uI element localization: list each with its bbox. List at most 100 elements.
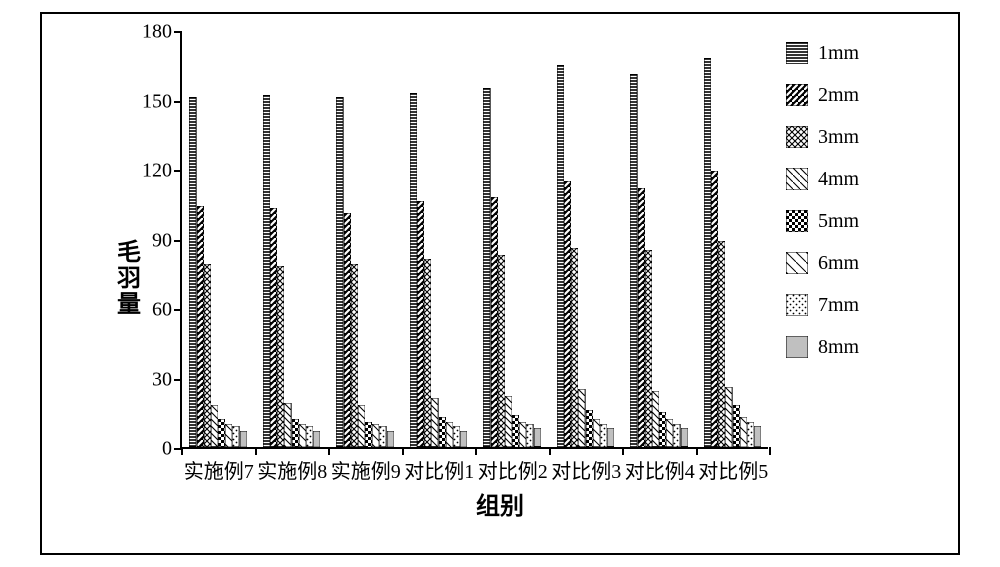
legend-label: 7mm	[818, 294, 859, 317]
legend-label: 3mm	[818, 126, 859, 149]
legend-item: 1mm	[786, 32, 880, 74]
legend-swatch	[786, 84, 808, 106]
bar	[571, 248, 578, 447]
bar	[225, 424, 232, 447]
chart-container: 毛羽量 组别 0306090120150180实施例7实施例8实施例9对比例1对…	[102, 32, 898, 523]
y-tick-label: 0	[162, 438, 172, 461]
bar	[557, 65, 564, 447]
bar	[600, 424, 607, 447]
y-tick-label: 120	[142, 160, 172, 183]
bar	[564, 181, 571, 447]
bar	[417, 201, 424, 447]
bar	[358, 405, 365, 447]
bar	[659, 412, 666, 447]
bar	[704, 58, 711, 447]
bar	[586, 410, 593, 447]
bar	[313, 431, 320, 447]
bar	[460, 431, 467, 447]
bar	[431, 398, 438, 447]
y-tick-mark	[174, 101, 182, 103]
bar	[232, 426, 239, 447]
bar	[711, 171, 718, 447]
plot-area: 0306090120150180实施例7实施例8实施例9对比例1对比例2对比例3…	[180, 32, 768, 449]
bar	[453, 426, 460, 447]
bar	[424, 259, 431, 447]
legend-swatch	[786, 252, 808, 274]
legend-item: 4mm	[786, 158, 880, 200]
legend-swatch	[786, 210, 808, 232]
x-tick-label: 实施例7	[184, 455, 254, 484]
bar	[189, 97, 196, 447]
bar	[439, 417, 446, 447]
bar	[718, 241, 725, 447]
bar	[526, 424, 533, 447]
x-tick-label: 对比例3	[551, 455, 621, 484]
bar	[240, 431, 247, 447]
y-tick-mark	[174, 31, 182, 33]
bar	[218, 419, 225, 447]
bar	[754, 426, 761, 447]
bar	[344, 213, 351, 447]
bar	[270, 208, 277, 447]
bar	[725, 387, 732, 447]
legend-label: 2mm	[818, 84, 859, 107]
bar	[204, 264, 211, 447]
legend-item: 2mm	[786, 74, 880, 116]
bar	[681, 428, 688, 447]
bar	[387, 431, 394, 447]
chart-frame: 毛羽量 组别 0306090120150180实施例7实施例8实施例9对比例1对…	[0, 0, 1000, 567]
y-tick-label: 90	[152, 229, 172, 252]
bar	[607, 428, 614, 447]
y-tick-label: 180	[142, 21, 172, 44]
x-tick-mark	[622, 447, 624, 455]
x-tick-label: 实施例9	[331, 455, 401, 484]
bar	[483, 88, 490, 447]
legend-swatch	[786, 168, 808, 190]
inner-border: 毛羽量 组别 0306090120150180实施例7实施例8实施例9对比例1对…	[40, 12, 960, 555]
legend-item: 6mm	[786, 242, 880, 284]
bar	[578, 389, 585, 447]
bar	[519, 422, 526, 447]
bar	[372, 424, 379, 447]
y-tick-mark	[174, 379, 182, 381]
legend-item: 3mm	[786, 116, 880, 158]
x-tick-label: 对比例1	[404, 455, 474, 484]
bar	[505, 396, 512, 447]
legend-label: 8mm	[818, 336, 859, 359]
bar	[410, 93, 417, 447]
x-tick-mark	[475, 447, 477, 455]
bar	[277, 266, 284, 447]
x-tick-label: 对比例5	[698, 455, 768, 484]
x-tick-mark	[402, 447, 404, 455]
y-tick-label: 60	[152, 299, 172, 322]
bar	[263, 95, 270, 447]
x-axis-label: 组别	[476, 486, 524, 521]
bar	[740, 417, 747, 447]
bar	[645, 250, 652, 447]
x-tick-mark	[696, 447, 698, 455]
legend-item: 7mm	[786, 284, 880, 326]
x-tick-mark	[255, 447, 257, 455]
y-tick-mark	[174, 170, 182, 172]
legend-label: 5mm	[818, 210, 859, 233]
bar	[299, 424, 306, 447]
bar	[211, 405, 218, 447]
bar	[336, 97, 343, 447]
y-axis-label: 毛羽量	[109, 239, 144, 317]
bar	[534, 428, 541, 447]
bar	[666, 419, 673, 447]
bar	[351, 264, 358, 447]
y-tick-mark	[174, 240, 182, 242]
x-tick-label: 实施例8	[257, 455, 327, 484]
bar	[197, 206, 204, 447]
x-tick-mark	[181, 447, 183, 455]
legend-swatch	[786, 294, 808, 316]
legend-label: 1mm	[818, 42, 859, 65]
bar	[512, 415, 519, 447]
bar	[593, 419, 600, 447]
legend-label: 6mm	[818, 252, 859, 275]
legend-swatch	[786, 336, 808, 358]
x-tick-mark	[549, 447, 551, 455]
legend-swatch	[786, 42, 808, 64]
x-tick-mark	[328, 447, 330, 455]
